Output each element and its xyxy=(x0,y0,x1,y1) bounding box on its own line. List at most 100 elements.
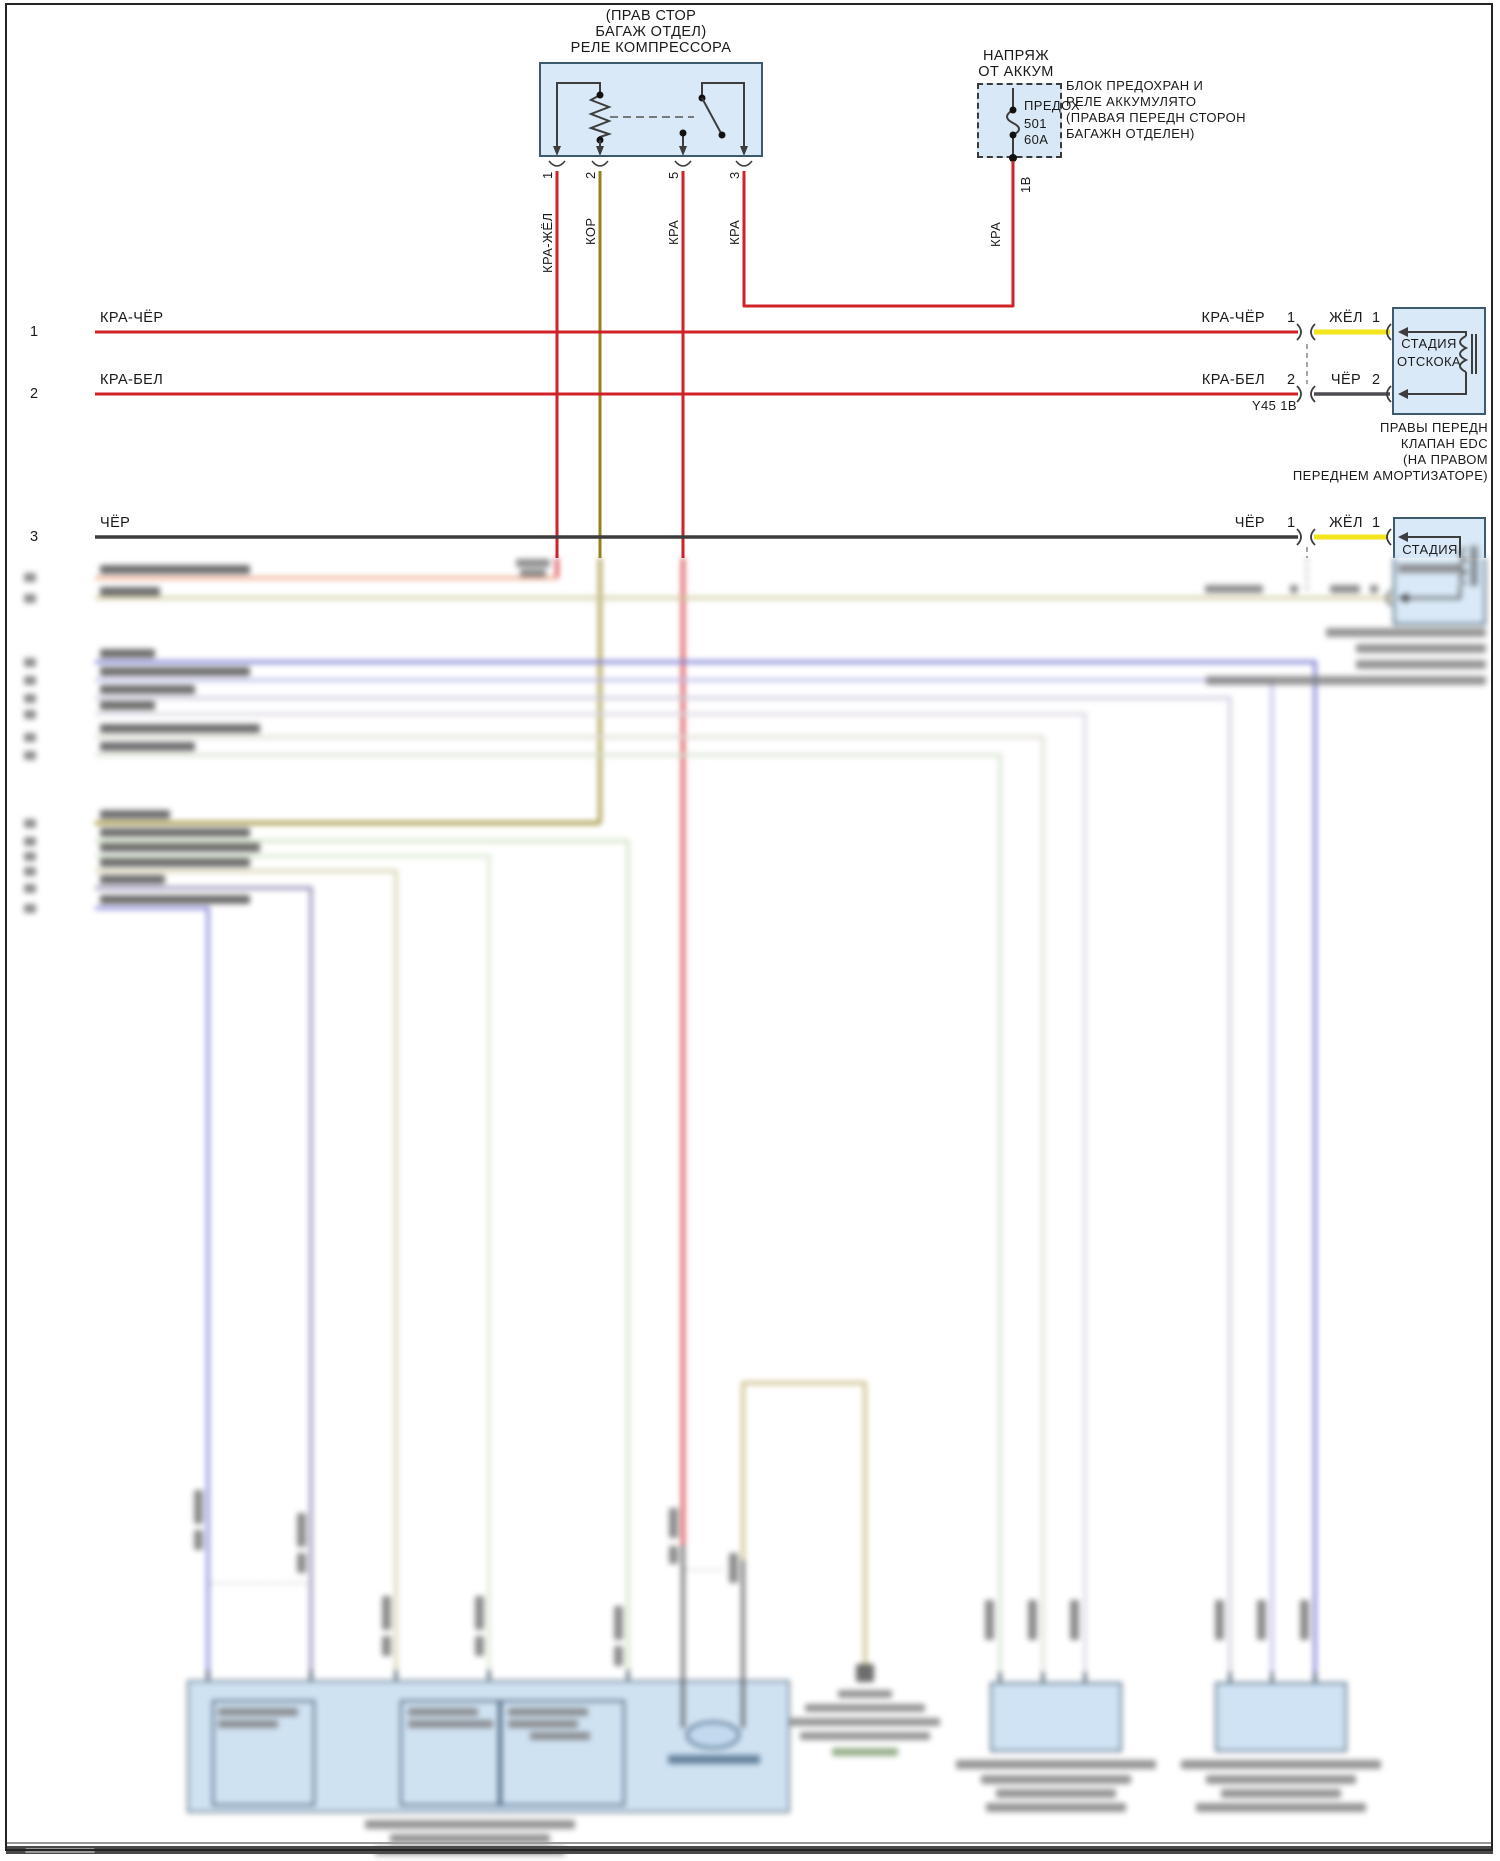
row3-right-label: ЧЁР xyxy=(1234,515,1265,531)
row1-right-label: КРА-ЧЁР xyxy=(1201,310,1265,326)
row3-right-pin: 1 xyxy=(1287,515,1296,531)
blurred-connector-label xyxy=(669,1508,678,1538)
row3-device-wire-label: ЖЁЛ xyxy=(1329,515,1363,531)
blurred-subbox-text xyxy=(408,1720,493,1728)
blurred-wire-label xyxy=(1205,585,1263,593)
blurred-connector-label xyxy=(382,1636,391,1656)
fuse-name: ПРЕДОХ xyxy=(1024,98,1081,113)
blurred-row10-number xyxy=(24,733,36,742)
fuse-block-caption4: БАГАЖН ОТДЕЛЕН) xyxy=(1066,126,1195,141)
blurred-connector-label xyxy=(1028,1600,1037,1640)
blurred-valve2-caption xyxy=(1206,676,1486,685)
right-component-box-b xyxy=(1215,1682,1347,1752)
blurred-splice-caption-green xyxy=(832,1748,898,1756)
blurred-boxa-caption xyxy=(956,1760,1156,1769)
compressor-subbox-1 xyxy=(212,1700,315,1806)
relay-title-line3: РЕЛЕ КОМПРЕССОРА xyxy=(570,40,732,56)
row3-number: 3 xyxy=(30,529,39,545)
blurred-connector-label xyxy=(1070,1600,1079,1640)
blurred-diagram-region xyxy=(0,546,1500,1855)
blurred-boxa-caption xyxy=(986,1803,1126,1812)
row3-device-pin: 1 xyxy=(1372,515,1381,531)
blurred-row13-number xyxy=(24,837,36,846)
battery-feed-label1: НАПРЯЖ xyxy=(982,48,1049,64)
blurred-subbox-text xyxy=(408,1708,478,1716)
blurred-pin-label xyxy=(1370,585,1378,593)
blurred-wire-layer xyxy=(95,546,1477,1749)
edc-valve1-caption4: ПЕРЕДНЕМ АМОРТИЗАТОРЕ) xyxy=(1292,468,1488,483)
blurred-connector-label xyxy=(985,1600,994,1640)
blurred-splice-caption xyxy=(790,1718,940,1726)
edc-valve1-caption1: ПРАВЫ ПЕРЕДН xyxy=(1380,420,1488,435)
blurred-row6-label xyxy=(100,649,155,658)
compressor-subbox-3 xyxy=(500,1700,625,1806)
blurred-subbox-text xyxy=(508,1720,578,1728)
blurred-row8-number xyxy=(24,694,36,703)
blurred-splice-point xyxy=(856,1664,874,1682)
fuse-block-caption1: БЛОК ПРЕДОХРАН И xyxy=(1066,78,1204,93)
blurred-connector-label xyxy=(297,1553,306,1573)
blurred-subbox-text xyxy=(508,1708,588,1716)
blurred-row12-number xyxy=(24,819,36,828)
edc-valve1-caption3: (НА ПРАВОМ xyxy=(1403,452,1488,467)
blurred-row4-label xyxy=(100,565,250,574)
blurred-connector-label xyxy=(614,1646,623,1666)
blurred-subbox-text xyxy=(218,1720,278,1728)
blurred-connector-label xyxy=(520,569,546,577)
battery-feed-label2: ОТ АККУМ xyxy=(978,64,1054,80)
blurred-valve2-caption xyxy=(1356,644,1486,653)
blurred-connector-label xyxy=(194,1490,203,1524)
row2-connector-code: Y45 1В xyxy=(1251,398,1297,413)
edc-valve1-caption2: КЛАПАН EDC xyxy=(1400,436,1488,451)
blurred-row9-label xyxy=(100,701,155,710)
fuse-box xyxy=(977,83,1062,158)
blurred-connector-label xyxy=(1215,1600,1224,1640)
row2-device-pin: 2 xyxy=(1372,372,1381,388)
blurred-subbox-text xyxy=(530,1732,590,1740)
blurred-row17-label xyxy=(100,895,250,904)
blurred-boxa-caption xyxy=(996,1789,1116,1798)
blurred-assembly-caption xyxy=(365,1820,575,1829)
blurred-splice-caption xyxy=(805,1704,925,1712)
blurred-row9-number xyxy=(24,710,36,719)
blurred-row12-label xyxy=(100,810,170,819)
blurred-row16-number xyxy=(24,884,36,893)
blurred-valve2-caption xyxy=(1356,660,1486,669)
row2-device-wire-label: ЧЁР xyxy=(1330,372,1362,388)
row2-right-pin: 2 xyxy=(1287,372,1296,388)
row2-right-label: КРА-БЕЛ xyxy=(1201,372,1265,388)
blurred-row7-label xyxy=(100,667,250,676)
bottom-border-band xyxy=(6,1846,1493,1854)
blurred-connector-label xyxy=(729,1553,738,1583)
blurred-row8-label xyxy=(100,685,195,694)
blurred-valve2-caption xyxy=(1326,628,1486,637)
blurred-wire-label xyxy=(1330,585,1360,593)
fuse-block-caption2: РЕЛЕ АККУМУЛЯТО xyxy=(1066,94,1197,109)
blurred-connector-label xyxy=(669,1546,678,1564)
blurred-row17-number xyxy=(24,904,36,913)
row1-number: 1 xyxy=(30,324,39,340)
blurred-assembly-caption xyxy=(390,1834,550,1843)
row3-left-label: ЧЁР xyxy=(100,515,131,531)
blurred-row5-label xyxy=(100,587,160,596)
blurred-row14-label xyxy=(100,843,260,852)
row1-right-pin: 1 xyxy=(1287,310,1296,326)
row1-left-label: КРА-ЧЁР xyxy=(100,310,164,326)
blurred-row15-number xyxy=(24,867,36,876)
blurred-row11-label xyxy=(100,742,195,751)
edc-valve1-name-line2: ОТСКОКА xyxy=(1396,354,1462,369)
blurred-row16-label xyxy=(100,875,165,884)
row1-device-pin: 1 xyxy=(1372,310,1381,326)
edc-valve1-name-line1: СТАДИЯ xyxy=(1401,336,1457,351)
blurred-connector-label xyxy=(382,1596,391,1630)
blurred-valve2-name-line2 xyxy=(1398,564,1462,573)
blurred-row11-number xyxy=(24,751,36,760)
blurred-boxb-caption xyxy=(1206,1775,1356,1784)
blurred-boxb-caption xyxy=(1181,1760,1381,1769)
blurred-pin-label xyxy=(1290,585,1298,593)
fuse-number: 501 xyxy=(1024,116,1047,131)
blurred-motor-label xyxy=(668,1755,760,1764)
relay-title-line1: (ПРАВ СТОР xyxy=(605,8,697,24)
